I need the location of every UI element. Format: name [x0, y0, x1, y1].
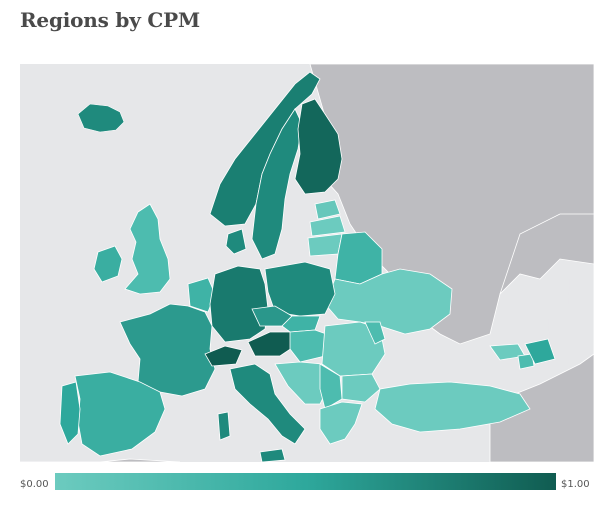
region-iceland[interactable] [77, 103, 125, 133]
legend-max-label: $1.00 [561, 479, 590, 490]
legend-min-label: $0.00 [20, 479, 49, 490]
region-greece[interactable] [319, 401, 363, 445]
region-estonia[interactable] [314, 199, 341, 220]
region-poland[interactable] [264, 261, 336, 317]
region-slovakia[interactable] [281, 315, 321, 333]
legend-gradient-bar [55, 473, 556, 490]
region-azerbaijan[interactable] [524, 338, 556, 365]
region-germany[interactable] [209, 265, 269, 343]
region-ukraine[interactable] [324, 268, 453, 335]
region-latvia[interactable] [309, 215, 346, 237]
map-svg [20, 64, 594, 462]
region-serbia[interactable] [319, 363, 343, 410]
region-north-africa [20, 458, 181, 462]
region-finland[interactable] [294, 98, 343, 195]
region-norway[interactable] [209, 71, 321, 227]
caspian-sea [545, 269, 575, 349]
region-italy[interactable] [229, 363, 306, 445]
region-switzerland[interactable] [204, 345, 243, 367]
region-denmark[interactable] [225, 228, 247, 255]
region-portugal[interactable] [59, 381, 81, 445]
border-line [499, 213, 594, 295]
region-ireland[interactable] [93, 245, 123, 283]
region-sicily[interactable] [259, 448, 286, 462]
europe-map [20, 64, 594, 462]
region-lithuania[interactable] [307, 233, 343, 257]
page-title: Regions by CPM [20, 8, 200, 32]
region-sweden[interactable] [251, 108, 303, 260]
region-uk[interactable] [124, 203, 171, 295]
region-armenia[interactable] [517, 353, 535, 370]
region-moldova[interactable] [364, 321, 386, 345]
region-france[interactable] [119, 303, 216, 397]
region-sardinia[interactable] [217, 411, 231, 441]
region-romania[interactable] [321, 321, 386, 377]
region-turkey[interactable] [374, 381, 531, 433]
region-bulgaria[interactable] [341, 373, 381, 403]
